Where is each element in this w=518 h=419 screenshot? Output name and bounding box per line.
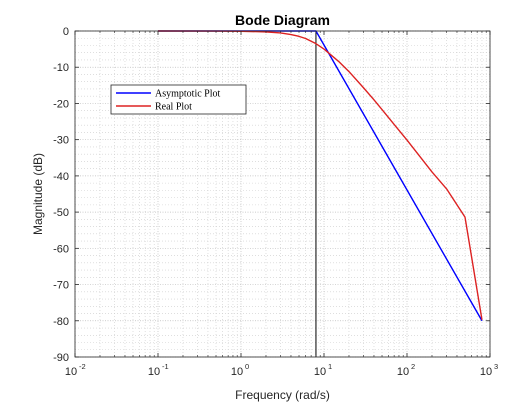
- y-tick-label: -20: [53, 98, 69, 110]
- y-tick-label: -10: [53, 62, 69, 74]
- x-tick-base: 10: [65, 366, 77, 378]
- chart-title: Bode Diagram: [235, 12, 330, 28]
- y-tick-label: -30: [53, 135, 69, 147]
- x-tick-base: 10: [148, 366, 160, 378]
- legend-label-real: Real Plot: [155, 102, 192, 113]
- x-tick-exponent: 2: [411, 362, 415, 371]
- x-tick-label: 10 3: [480, 362, 498, 378]
- x-tick-label: 10 -1: [148, 362, 169, 378]
- legend-label-asymptotic: Asymptotic Plot: [155, 89, 221, 100]
- plot-area: [75, 31, 490, 357]
- x-tick-exponent: -2: [79, 362, 86, 371]
- x-tick-base: 10: [397, 366, 409, 378]
- x-tick-exponent: 1: [328, 362, 332, 371]
- x-axis-label: Frequency (rad/s): [235, 388, 330, 402]
- y-axis-label: Magnitude (dB): [31, 153, 45, 235]
- x-tick-base: 10: [480, 366, 492, 378]
- tick-marks: [74, 30, 491, 358]
- plot-frame: [74, 30, 491, 358]
- x-tick-labels: 10 -2 10 -1 10 0 10 1 10 2 10 3: [65, 362, 498, 378]
- x-tick-label: 10 2: [397, 362, 415, 378]
- y-tick-label: -50: [53, 207, 69, 219]
- y-tick-label: -70: [53, 280, 69, 292]
- x-tick-exponent: -1: [162, 362, 169, 371]
- x-tick-label: 10 -2: [65, 362, 86, 378]
- y-tick-label: -90: [53, 352, 69, 364]
- real-plot-line: [157, 30, 483, 320]
- x-tick-base: 10: [231, 366, 243, 378]
- y-tick-label: -80: [53, 316, 69, 328]
- y-tick-label: -40: [53, 171, 69, 183]
- y-tick-label: 0: [63, 26, 69, 38]
- x-tick-label: 10 0: [231, 362, 249, 378]
- y-tick-label: -60: [53, 243, 69, 255]
- x-tick-label: 10 1: [314, 362, 332, 378]
- y-tick-labels: 0 -10 -20 -30 -40 -50 -60 -70 -80 -90: [53, 26, 69, 364]
- x-tick-exponent: 3: [494, 362, 498, 371]
- legend: Asymptotic Plot Real Plot: [110, 84, 247, 115]
- legend-box: [110, 84, 247, 115]
- x-tick-base: 10: [314, 366, 326, 378]
- x-tick-exponent: 0: [245, 362, 249, 371]
